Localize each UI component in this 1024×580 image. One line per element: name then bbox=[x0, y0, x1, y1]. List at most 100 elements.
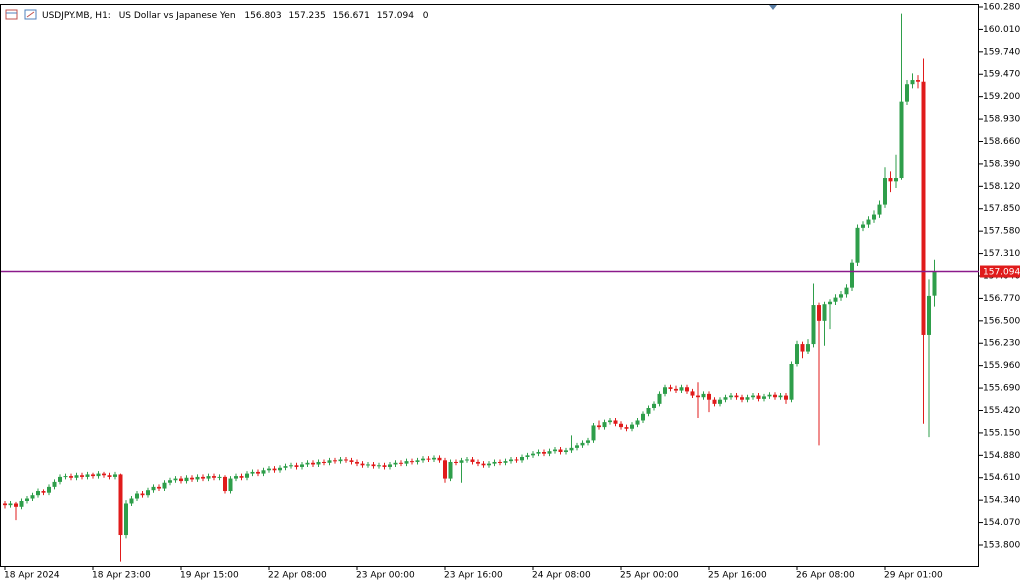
candle-body bbox=[272, 468, 277, 471]
candle-body bbox=[547, 451, 552, 454]
candle-body bbox=[168, 480, 172, 483]
candle-body bbox=[492, 461, 497, 464]
candle-body bbox=[910, 80, 915, 85]
candle-body bbox=[652, 403, 656, 409]
candle-body bbox=[894, 178, 898, 182]
candle-body bbox=[789, 364, 794, 400]
candle-body bbox=[674, 388, 678, 391]
candle-body bbox=[877, 204, 882, 215]
y-tick-label: 155.960 bbox=[983, 361, 1020, 371]
candle-body bbox=[443, 460, 447, 479]
candle-body bbox=[476, 461, 480, 464]
candle-body bbox=[157, 486, 161, 489]
candle-body bbox=[124, 503, 128, 536]
candle-body bbox=[580, 442, 585, 446]
candle-body bbox=[608, 420, 612, 423]
y-tick-label: 153.800 bbox=[983, 540, 1020, 550]
candle-body bbox=[619, 423, 623, 428]
candle-body bbox=[30, 495, 35, 499]
close: 157.094 bbox=[377, 11, 414, 21]
candle-body bbox=[399, 462, 403, 464]
high: 157.235 bbox=[289, 11, 326, 21]
candle-body bbox=[366, 464, 370, 466]
candle-body bbox=[371, 464, 376, 467]
candle-body bbox=[63, 476, 68, 478]
candle-body bbox=[718, 399, 722, 404]
candle-body bbox=[514, 459, 519, 461]
candle-body bbox=[69, 476, 73, 478]
candle-body bbox=[509, 459, 513, 462]
candle-body bbox=[564, 450, 568, 453]
x-tick-label: 23 Apr 00:00 bbox=[356, 571, 415, 580]
candle-body bbox=[140, 493, 145, 496]
candle-body bbox=[712, 399, 717, 404]
x-tick-label: 25 Apr 16:00 bbox=[708, 571, 767, 580]
candle-body bbox=[520, 456, 524, 461]
x-tick-label: 19 Apr 15:00 bbox=[180, 571, 239, 580]
price-label: 157.094 bbox=[983, 268, 1020, 278]
candle-body bbox=[591, 425, 596, 441]
candle-body bbox=[184, 477, 189, 482]
candle-body bbox=[498, 461, 502, 463]
candle-body bbox=[542, 452, 546, 454]
candle-body bbox=[349, 460, 354, 462]
candle-body bbox=[723, 397, 728, 400]
candle-body bbox=[206, 476, 211, 479]
icon bbox=[26, 11, 35, 18]
candle-body bbox=[734, 395, 739, 398]
candle-body bbox=[839, 294, 843, 298]
candle-body bbox=[762, 396, 766, 399]
candle-body bbox=[844, 287, 849, 295]
candle-body bbox=[300, 464, 304, 467]
candle-body bbox=[597, 425, 601, 428]
y-tick-label: 157.850 bbox=[983, 204, 1020, 214]
candle-body bbox=[646, 408, 651, 414]
candle-body bbox=[905, 84, 909, 102]
candle-body bbox=[800, 344, 805, 352]
candle-body bbox=[355, 461, 359, 464]
candle-body bbox=[470, 459, 475, 462]
chart-header: USDJPY.MB, H1: US Dollar vs Japanese Yen… bbox=[42, 11, 429, 21]
candle-body bbox=[613, 420, 618, 424]
y-tick-label: 154.880 bbox=[983, 451, 1020, 461]
candle-body bbox=[173, 478, 178, 481]
candle-body bbox=[872, 214, 876, 220]
candle-body bbox=[806, 344, 810, 352]
candle-body bbox=[250, 471, 255, 474]
candle-body bbox=[663, 387, 667, 394]
candle-body bbox=[256, 471, 260, 474]
candle-body bbox=[421, 458, 425, 461]
candle-body bbox=[668, 387, 673, 389]
candle-body bbox=[701, 393, 706, 398]
y-tick-label: 155.420 bbox=[983, 406, 1020, 416]
x-tick-label: 25 Apr 00:00 bbox=[620, 571, 679, 580]
candle-body bbox=[107, 475, 112, 477]
candle-body bbox=[344, 459, 348, 461]
candle-body bbox=[503, 461, 508, 463]
candle-body bbox=[393, 462, 398, 465]
candle-body bbox=[531, 453, 535, 456]
x-tick-label: 18 Apr 2024 bbox=[4, 571, 60, 580]
candle-body bbox=[767, 394, 772, 397]
y-tick-label: 156.500 bbox=[983, 316, 1020, 326]
candle-body bbox=[707, 393, 711, 400]
candle-body bbox=[690, 391, 695, 396]
candle-body bbox=[696, 395, 700, 398]
candle-body bbox=[751, 395, 755, 398]
candle-body bbox=[19, 500, 24, 507]
candle-body bbox=[861, 224, 865, 228]
y-tick-label: 159.740 bbox=[983, 47, 1020, 57]
candle-body bbox=[465, 459, 469, 461]
candle-body bbox=[921, 81, 926, 335]
candle-body bbox=[756, 395, 761, 399]
candle-body bbox=[261, 470, 266, 474]
y-tick-label: 158.390 bbox=[983, 159, 1020, 169]
candle-body bbox=[283, 466, 288, 468]
y-tick-label: 156.770 bbox=[983, 294, 1020, 304]
candle-body bbox=[322, 461, 326, 463]
candle-body bbox=[47, 486, 51, 493]
candle-body bbox=[817, 305, 821, 321]
x-tick-label: 29 Apr 01:00 bbox=[884, 571, 943, 580]
